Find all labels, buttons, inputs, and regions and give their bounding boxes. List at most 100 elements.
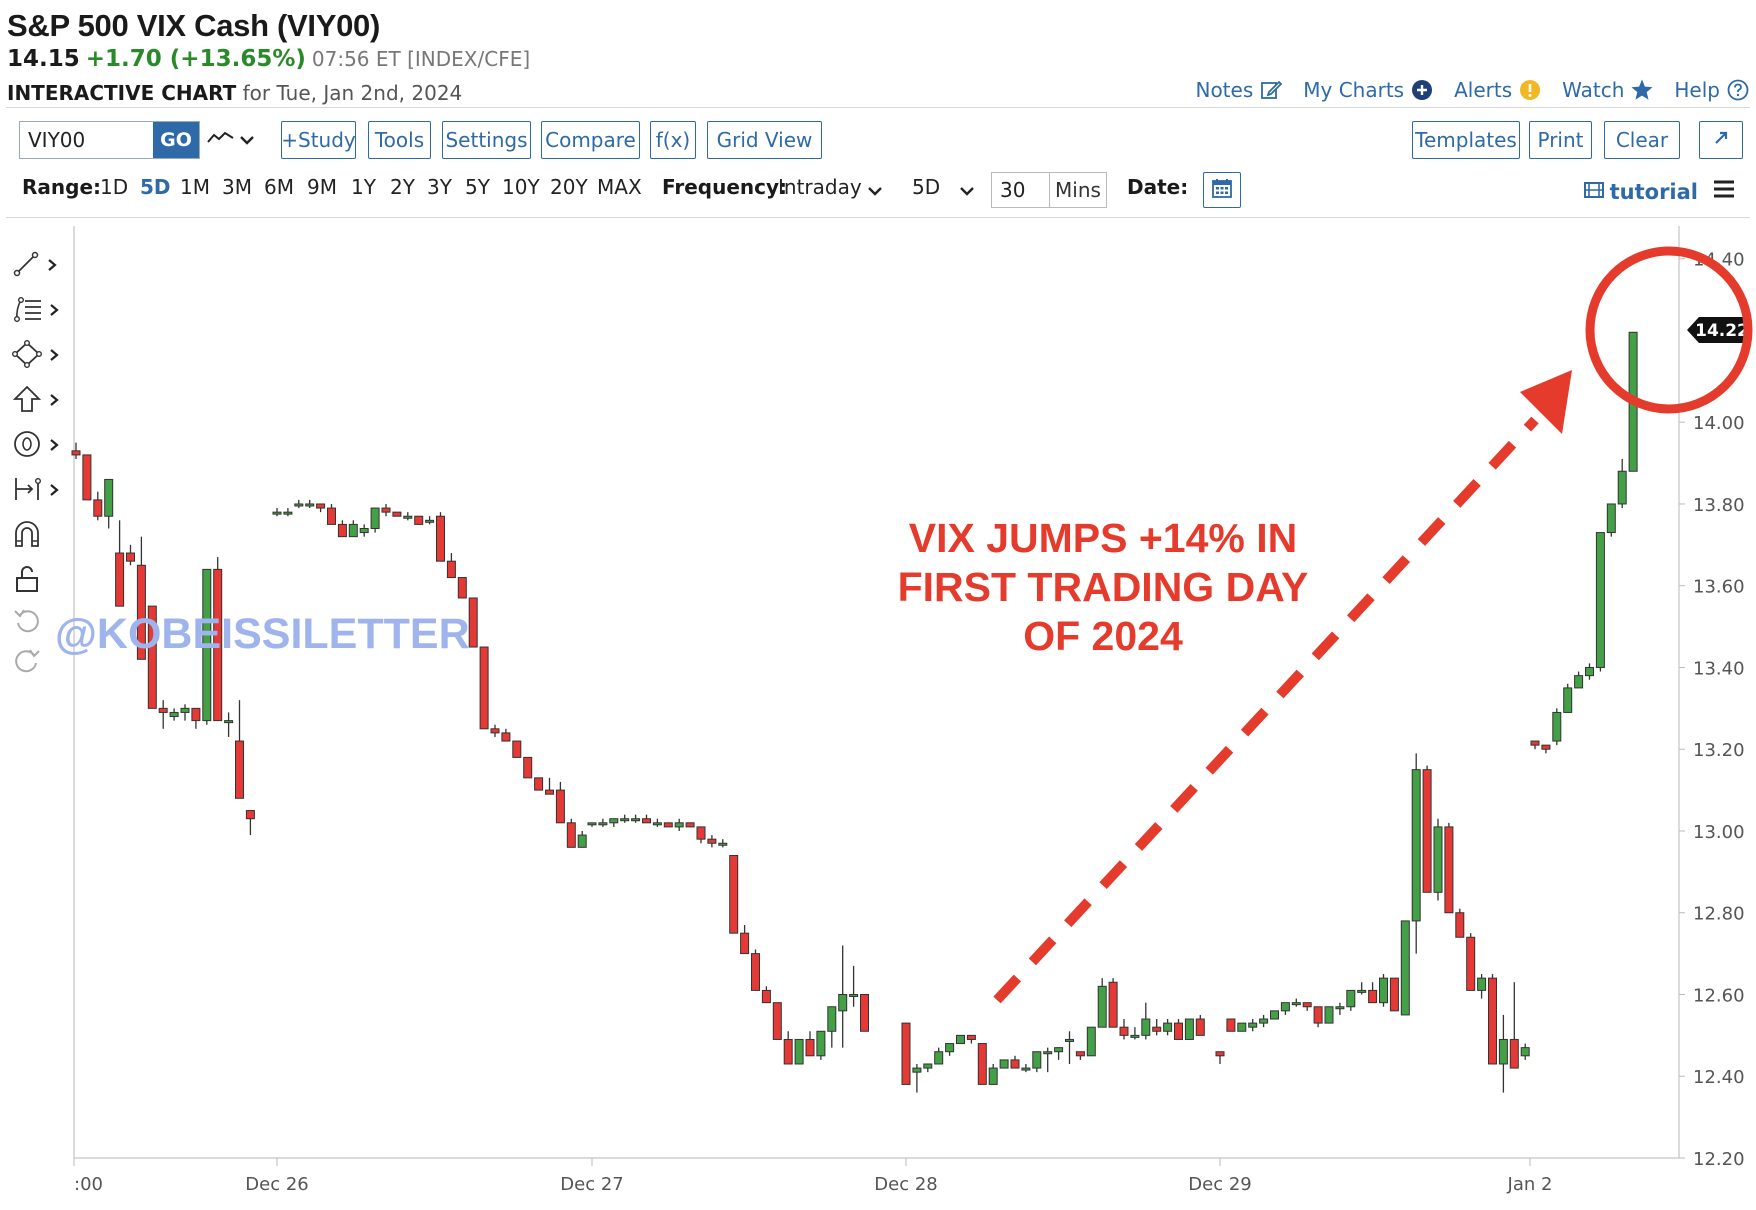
film-icon <box>1583 180 1604 204</box>
measure-tool[interactable] <box>12 473 68 509</box>
tutorial-link[interactable]: tutorial <box>1583 180 1698 204</box>
chevron-right-icon <box>48 392 60 411</box>
range-1d[interactable]: 1D <box>100 175 129 199</box>
tutorial-label: tutorial <box>1609 180 1698 204</box>
candle <box>1400 920 1410 1016</box>
range-bar: Range: 1D 5D 1M 3M 6M 9M 1Y 2Y 3Y 5Y 10Y… <box>22 172 1750 208</box>
calendar-button[interactable] <box>1203 172 1241 208</box>
undo-button[interactable] <box>12 605 68 641</box>
clear-button[interactable]: Clear <box>1604 121 1680 159</box>
x-tick-label: Dec 28 <box>874 1174 937 1195</box>
my-charts-link[interactable]: My Charts <box>1303 78 1434 102</box>
candle <box>707 835 717 848</box>
fx-button[interactable]: f(x) <box>650 121 696 159</box>
chart-type-selector[interactable] <box>207 129 255 151</box>
candle <box>1075 1051 1085 1060</box>
settings-button[interactable]: Settings <box>442 121 531 159</box>
interactive-chart-label: INTERACTIVE CHART for Tue, Jan 2nd, 2024 <box>7 81 462 105</box>
range-3y[interactable]: 3Y <box>427 175 452 199</box>
candle <box>446 553 456 579</box>
range-1y[interactable]: 1Y <box>351 175 376 199</box>
candle <box>945 1043 955 1056</box>
annotation-line-3: OF 2024 <box>1023 613 1183 659</box>
alerts-link[interactable]: Alerts <box>1454 78 1542 102</box>
candle <box>642 814 651 824</box>
lock-tool[interactable] <box>12 563 68 599</box>
notes-link[interactable]: Notes <box>1195 78 1283 102</box>
range-max[interactable]: MAX <box>597 175 642 199</box>
range-5d[interactable]: 5D <box>140 175 171 199</box>
candle <box>1617 459 1627 509</box>
candle <box>1379 974 1388 1007</box>
edit-icon <box>1259 78 1283 102</box>
candle <box>104 478 114 529</box>
chevron-right-icon <box>48 302 60 321</box>
candle <box>1444 822 1454 914</box>
candle <box>696 826 706 844</box>
candle <box>392 511 402 517</box>
candle <box>901 1022 911 1085</box>
magnet-icon <box>12 519 42 553</box>
tools-button[interactable]: Tools <box>368 121 431 159</box>
candle <box>147 605 157 709</box>
range-2y[interactable]: 2Y <box>390 175 415 199</box>
candle <box>577 830 587 848</box>
y-axis: 12.20 12.40 12.60 12.80 13.00 13.20 13.40 13.60… <box>1679 250 1745 1170</box>
candle <box>1174 1019 1183 1040</box>
candles <box>71 331 1638 1093</box>
shape-tool[interactable] <box>12 338 68 374</box>
line-chart-icon <box>207 129 235 151</box>
chart-toolbar: GO +Study Tools Settings Compare f(x) Gr… <box>19 121 1750 159</box>
watch-link[interactable]: Watch <box>1562 78 1654 102</box>
interval-unit: Mins <box>1055 178 1101 202</box>
candle <box>1563 683 1573 713</box>
candle <box>740 925 750 955</box>
templates-button[interactable]: Templates <box>1412 121 1520 159</box>
last-price-tag: 14.22 <box>1687 317 1750 343</box>
range-1m[interactable]: 1M <box>180 175 210 199</box>
help-link[interactable]: Help <box>1674 78 1750 102</box>
range-3m[interactable]: 3M <box>222 175 252 199</box>
candle <box>1313 1006 1323 1028</box>
redo-button[interactable] <box>12 645 68 681</box>
calendar-icon <box>1211 177 1233 204</box>
compare-button[interactable]: Compare <box>541 121 640 159</box>
candle <box>1259 1014 1269 1028</box>
candle <box>1215 1051 1225 1064</box>
go-button[interactable]: GO <box>153 122 199 158</box>
frequency-select[interactable]: Intraday <box>778 175 862 199</box>
expand-button[interactable] <box>1699 121 1743 159</box>
chevron-down-icon[interactable] <box>959 178 975 202</box>
alerts-label: Alerts <box>1454 78 1513 102</box>
symbol-input[interactable] <box>20 122 153 158</box>
arrow-tool[interactable] <box>12 383 68 419</box>
my-charts-label: My Charts <box>1303 78 1405 102</box>
candle <box>1477 974 1487 999</box>
candle <box>1433 818 1443 901</box>
candle <box>783 1031 793 1065</box>
candle <box>566 818 576 848</box>
study-button[interactable]: +Study <box>281 121 356 159</box>
candle <box>191 707 201 729</box>
range-5y[interactable]: 5Y <box>465 175 490 199</box>
fib-tool[interactable] <box>12 293 68 329</box>
period-select[interactable]: 5D <box>912 175 941 199</box>
candle <box>1411 753 1421 954</box>
range-10y[interactable]: 10Y <box>502 175 540 199</box>
annotation-tool[interactable] <box>12 428 68 464</box>
line-tool[interactable] <box>12 248 68 284</box>
print-button[interactable]: Print <box>1529 121 1592 159</box>
grid-view-button[interactable]: Grid View <box>707 121 822 159</box>
ic-date: for Tue, Jan 2nd, 2024 <box>242 81 463 105</box>
candle <box>674 818 684 831</box>
range-20y[interactable]: 20Y <box>550 175 588 199</box>
magnet-tool[interactable] <box>12 518 68 554</box>
chevron-down-icon[interactable] <box>867 178 883 202</box>
candle <box>348 520 358 538</box>
range-6m[interactable]: 6M <box>264 175 294 199</box>
candle <box>71 442 81 459</box>
range-9m[interactable]: 9M <box>307 175 337 199</box>
menu-icon[interactable] <box>1712 178 1736 205</box>
interval-input[interactable]: 30 <box>992 173 1050 207</box>
